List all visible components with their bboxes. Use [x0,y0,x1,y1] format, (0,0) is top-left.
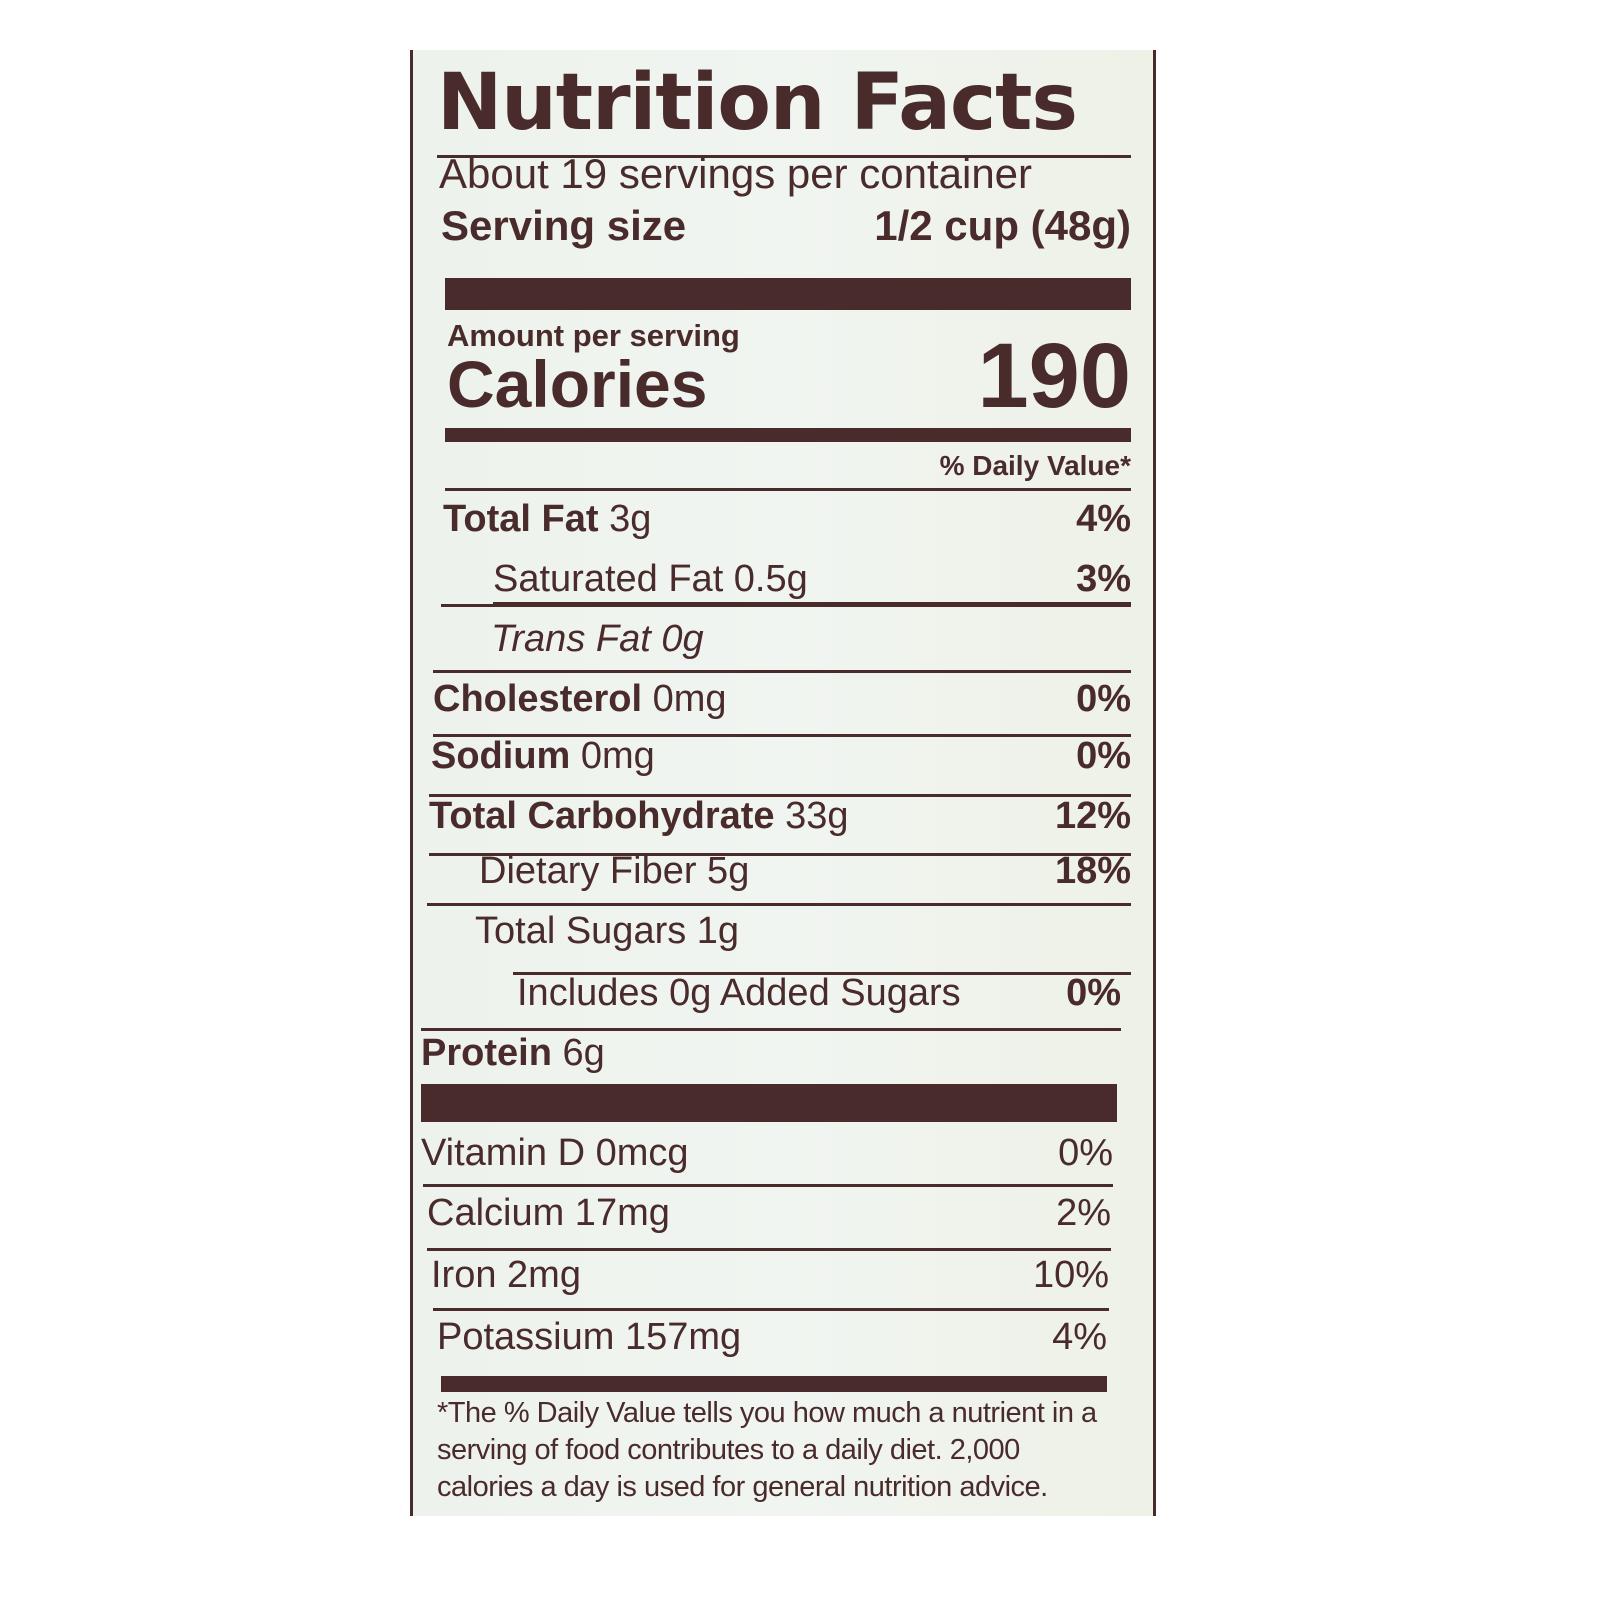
vitamin-row: Vitamin D 0mcg 0% [421,1132,1113,1175]
divider [441,604,1131,607]
vitamin-name: Vitamin D 0mcg [421,1132,689,1174]
nutrient-amount: 0mg [580,735,655,777]
divider [433,1308,1109,1311]
vitamin-row: Potassium 157mg 4% [437,1316,1107,1359]
nutrient-amount: 3g [609,498,652,540]
vitamin-dv: 0% [1058,1132,1113,1174]
amount-per-serving-text: Amount per serving [447,318,740,353]
nutrient-row-trans-fat: Trans Fat 0g [491,618,1131,661]
thick-divider [445,278,1131,310]
nutrient-row-protein: Protein 6g [421,1032,1131,1075]
divider [421,1028,1121,1031]
vitamin-name: Iron 2mg [431,1254,581,1296]
nutrient-name: Total Carbohydrate [429,795,775,837]
serving-size: Serving size 1/2 cup (48g) [441,202,1131,250]
nutrient-dv: 4% [1076,498,1131,540]
servings-text: About 19 servings per container [439,150,1033,197]
divider [433,734,1131,737]
nutrient-dv: 18% [1054,850,1131,892]
medium-divider [445,428,1131,442]
amount-per-serving: Amount per serving [447,318,1131,354]
nutrient-row-cholesterol: Cholesterol 0mg 0% [433,678,1131,721]
serving-size-label: Serving size [441,202,687,249]
divider [445,488,1131,491]
footnote: *The % Daily Value tells you how much a … [437,1397,1097,1503]
nutrient-name: Protein [421,1032,552,1074]
divider [427,903,1131,906]
vitamin-dv: 10% [1032,1254,1109,1296]
title: Nutrition Facts [437,58,1131,148]
nutrient-row-saturated-fat: Saturated Fat 0.5g 3% [493,558,1131,601]
nutrient-dv: 3% [1076,558,1131,600]
title-text: Nutrition Facts [437,58,1078,148]
nutrition-facts-label: Nutrition Facts About 19 servings per co… [410,50,1156,1516]
nutrient-row-sodium: Sodium 0mg 0% [431,735,1131,778]
vitamin-name: Potassium 157mg [437,1316,742,1358]
nutrient-dv: 0% [1076,678,1131,720]
nutrient-name: Saturated Fat 0.5g [493,558,808,600]
thick-divider [441,1376,1107,1392]
divider [513,972,1131,975]
divider [433,670,1131,673]
thick-divider [421,1084,1117,1122]
nutrient-amount: 6g [562,1032,605,1074]
nutrient-row-total-sugars: Total Sugars 1g [475,910,1131,953]
divider [429,853,1131,856]
vitamin-name: Calcium 17mg [427,1192,670,1234]
daily-value-header-text: % Daily Value* [939,450,1131,481]
vitamin-row: Iron 2mg 10% [431,1254,1109,1297]
calories-value: 190 [977,325,1132,427]
nutrient-name: Trans Fat 0g [491,618,704,660]
divider [429,794,1131,797]
vitamin-dv: 2% [1056,1192,1111,1234]
daily-value-header: % Daily Value* [433,450,1131,482]
nutrient-name: Includes 0g Added Sugars [517,972,961,1014]
vitamin-dv: 4% [1052,1316,1107,1358]
nutrient-name: Dietary Fiber 5g [479,850,750,892]
nutrient-row-dietary-fiber: Dietary Fiber 5g 18% [479,850,1131,893]
divider [493,602,1131,605]
divider [437,155,1131,158]
serving-size-value: 1/2 cup (48g) [874,202,1131,249]
vitamin-row: Calcium 17mg 2% [427,1192,1111,1235]
nutrient-row-total-carbohydrate: Total Carbohydrate 33g 12% [429,795,1131,838]
servings-per-container: About 19 servings per container [439,150,1131,198]
nutrient-name: Cholesterol [433,678,643,720]
nutrient-name: Total Sugars 1g [475,910,740,952]
nutrient-amount: 33g [785,795,849,837]
nutrient-name: Total Fat [443,498,599,540]
nutrient-row-added-sugars: Includes 0g Added Sugars 0% [517,972,1121,1015]
nutrient-dv: 0% [1076,735,1131,777]
nutrient-dv: 0% [1066,972,1121,1014]
nutrient-dv: 12% [1054,795,1131,837]
nutrient-row-total-fat: Total Fat 3g 4% [443,498,1131,541]
divider [427,1248,1111,1251]
nutrient-name: Sodium [431,735,571,777]
calories-row: Calories 190 [447,330,1131,422]
divider [423,1184,1113,1187]
nutrient-amount: 0mg [652,678,727,720]
calories-label: Calories [447,347,708,421]
